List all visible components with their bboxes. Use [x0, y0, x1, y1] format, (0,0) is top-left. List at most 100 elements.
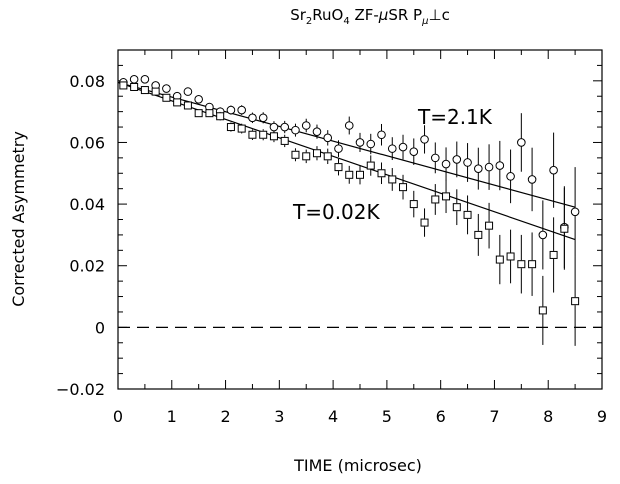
- data-point-circle: [162, 84, 171, 93]
- data-point-circle: [495, 161, 505, 170]
- data-point-circle: [409, 147, 419, 156]
- data-point-square: [312, 149, 321, 158]
- data-point-circle: [366, 139, 376, 149]
- data-point-square: [119, 81, 128, 90]
- data-point-circle: [452, 155, 462, 164]
- data-point-circle: [301, 121, 311, 130]
- data-point-square: [194, 109, 203, 118]
- data-point-circle: [344, 121, 354, 130]
- data-point-square: [226, 123, 235, 132]
- data-point-circle: [398, 142, 408, 152]
- data-point-square: [560, 224, 569, 233]
- data-point-square: [130, 82, 139, 91]
- data-point-circle: [441, 159, 451, 169]
- y-tick-label: 0.04: [69, 195, 105, 214]
- x-tick-label: 2: [220, 407, 230, 426]
- data-point-circle: [129, 74, 139, 84]
- data-point-circle: [269, 122, 279, 132]
- data-point-square: [356, 170, 364, 179]
- series-label-t-2-1k: T=2.1K: [417, 105, 493, 129]
- y-tick-label: −0.02: [56, 380, 105, 399]
- data-point-circle: [527, 175, 537, 184]
- x-tick-label: 9: [597, 407, 607, 426]
- data-point-square: [248, 130, 257, 139]
- data-point-square: [345, 170, 354, 179]
- data-point-square: [388, 175, 397, 184]
- data-point-circle: [538, 230, 548, 240]
- data-point-circle: [194, 95, 203, 104]
- data-point-circle: [484, 162, 494, 172]
- data-point-circle: [140, 74, 150, 84]
- x-tick-label: 4: [328, 407, 338, 426]
- data-point-circle: [570, 207, 580, 217]
- data-point-square: [420, 218, 429, 227]
- data-point-circle: [237, 105, 246, 115]
- data-point-circle: [323, 133, 333, 143]
- data-point-square: [495, 255, 504, 264]
- data-point-circle: [377, 130, 386, 140]
- data-point-circle: [474, 164, 483, 173]
- chart-title: Sr2RuO4 ZF-μSR Pμ⊥c: [290, 6, 450, 27]
- data-point-circle: [549, 165, 558, 175]
- data-point-circle: [280, 122, 290, 132]
- data-point-circle: [506, 172, 515, 181]
- fit-line-1: [117, 81, 576, 208]
- data-point-square: [377, 169, 386, 178]
- data-point-square: [517, 260, 526, 269]
- data-point-circle: [430, 153, 440, 163]
- data-point-square: [237, 124, 246, 133]
- data-point-square: [183, 101, 192, 110]
- data-point-circle: [312, 127, 322, 136]
- data-point-square: [506, 252, 515, 261]
- x-tick-label: 7: [489, 407, 499, 426]
- data-point-square: [399, 183, 408, 192]
- data-point-square: [140, 86, 149, 95]
- y-tick-label: 0.06: [69, 133, 105, 152]
- data-point-square: [431, 195, 440, 204]
- data-point-square: [205, 109, 214, 118]
- data-point-square: [173, 98, 182, 107]
- x-axis-title: TIME (microsec): [293, 456, 422, 475]
- data-point-circle: [183, 87, 193, 96]
- data-point-circle: [463, 158, 472, 167]
- x-tick-label: 3: [274, 407, 284, 426]
- data-point-circle: [258, 113, 268, 123]
- data-point-square: [452, 203, 461, 212]
- data-point-square: [528, 260, 537, 269]
- data-point-circle: [291, 125, 300, 135]
- data-point-square: [485, 221, 494, 230]
- data-point-square: [474, 230, 483, 239]
- data-point-circle: [355, 138, 365, 147]
- data-point-circle: [517, 138, 526, 147]
- data-point-square: [366, 161, 375, 170]
- x-tick-label: 0: [113, 407, 123, 426]
- data-point-circle: [420, 135, 429, 144]
- data-point-square: [280, 136, 289, 145]
- data-point-square: [291, 150, 300, 159]
- data-point-square: [216, 112, 225, 121]
- data-point-circle: [248, 113, 257, 123]
- data-point-square: [571, 297, 580, 306]
- data-point-square: [442, 192, 451, 201]
- fit-line-2: [117, 81, 576, 241]
- data-point-square: [409, 200, 418, 209]
- data-point-square: [549, 250, 558, 259]
- series-label-t-0-02k: T=0.02K: [292, 200, 381, 224]
- x-tick-label: 1: [167, 407, 177, 426]
- y-tick-label: 0.08: [69, 72, 105, 91]
- data-point-square: [259, 130, 268, 139]
- x-tick-label: 6: [436, 407, 446, 426]
- data-point-square: [334, 163, 343, 172]
- data-point-circle: [387, 144, 397, 153]
- data-point-square: [269, 132, 278, 141]
- data-point-circle: [334, 144, 343, 153]
- y-tick-label: 0.02: [69, 257, 105, 276]
- y-tick-label: 0: [95, 318, 105, 337]
- data-point-square: [538, 306, 547, 315]
- data-point-square: [323, 152, 332, 161]
- y-axis-title: Corrected Asymmetry: [9, 131, 28, 307]
- data-point-circle: [226, 105, 236, 115]
- x-tick-label: 8: [543, 407, 553, 426]
- data-point-square: [151, 87, 160, 96]
